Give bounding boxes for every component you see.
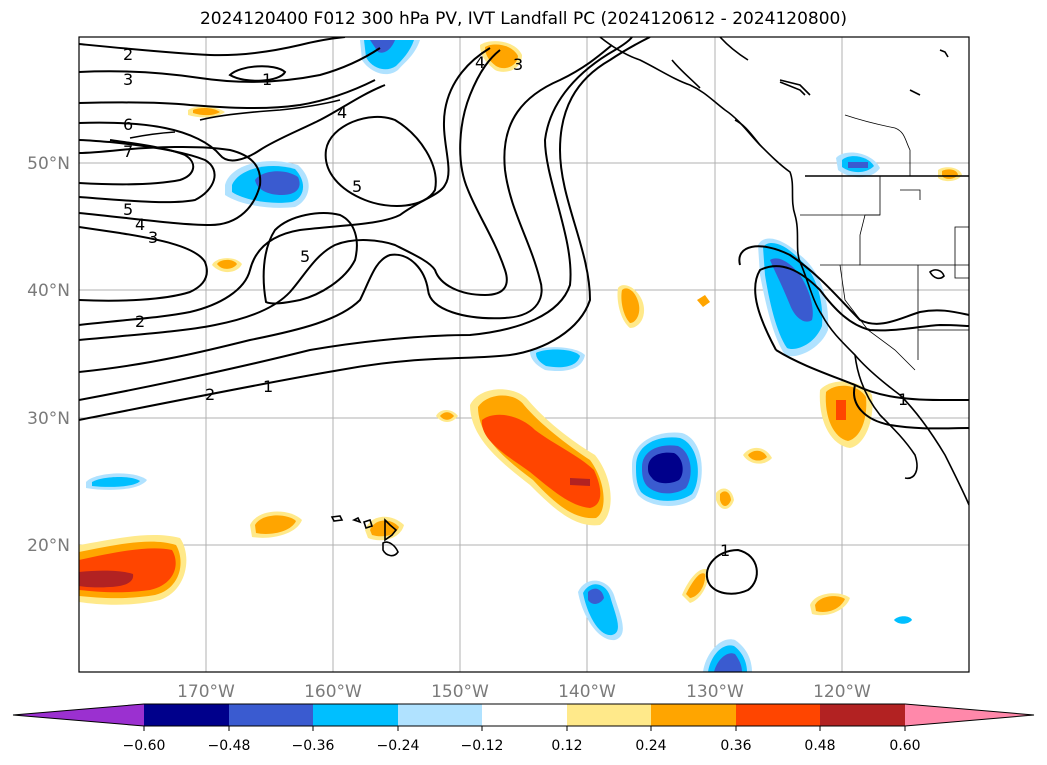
colorbar-tick-label: 0.36	[720, 738, 751, 754]
contour-label: 5	[123, 200, 133, 219]
pv-contours	[79, 37, 969, 595]
lon-label: 170°W	[177, 682, 235, 702]
lon-label: 160°W	[304, 682, 362, 702]
coastlines	[129, 37, 969, 557]
map-title: 2024120400 F012 300 hPa PV, IVT Landfall…	[199, 9, 847, 29]
colorbar-extend-max	[905, 704, 1034, 726]
lon-label: 140°W	[558, 682, 616, 702]
contour-label: 1	[898, 390, 908, 409]
contour-label: 1	[262, 70, 272, 89]
colorbar-tick-label: −0.24	[377, 738, 420, 754]
lat-label: 40°N	[27, 281, 70, 301]
colorbar-swatch	[229, 704, 313, 726]
colorbar-swatch	[651, 704, 736, 726]
lat-label: 50°N	[27, 154, 70, 174]
contour-label: 2	[205, 385, 215, 404]
ivt-shading	[79, 40, 962, 672]
contour-label: 7	[123, 142, 133, 161]
contour-label: 3	[123, 70, 133, 89]
contour-label: 3	[513, 55, 523, 74]
lon-label: 120°W	[813, 682, 871, 702]
pv-contour-labels: 2 3 1 4 6 7 5 5 4 3 5 2 2 1 4 3 1 1	[123, 45, 908, 560]
colorbar-swatch	[820, 704, 905, 726]
map-frame	[78, 36, 970, 673]
contour-label: 3	[148, 228, 158, 247]
colorbar-tick-label: 0.48	[804, 738, 835, 754]
map-panel	[79, 37, 969, 672]
latitude-labels: 50°N 40°N 30°N 20°N	[27, 154, 70, 556]
colorbar-swatch	[313, 704, 398, 726]
contour-label: 5	[352, 177, 362, 196]
contour-label: 4	[337, 103, 347, 122]
longitude-labels: 170°W 160°W 150°W 140°W 130°W 120°W	[177, 682, 871, 702]
colorbar-swatch	[482, 704, 567, 726]
map-content: 2 3 1 4 6 7 5 5 4 3 5 2 2 1 4 3 1 1	[79, 37, 969, 672]
colorbar-swatch	[567, 704, 651, 726]
colorbar-tick-label: −0.36	[292, 738, 335, 754]
contour-label: 4	[135, 215, 145, 234]
colorbar-tick-label: −0.48	[208, 738, 251, 754]
colorbar: −0.60 −0.48 −0.36 −0.24 −0.12 0.12 0.24 …	[12, 703, 1035, 754]
colorbar-swatch	[398, 704, 482, 726]
lat-label: 30°N	[27, 409, 70, 429]
contour-label: 6	[123, 115, 133, 134]
political-borders	[800, 114, 969, 371]
colorbar-tick-label: −0.60	[123, 738, 166, 754]
colorbar-swatch	[736, 704, 820, 726]
contour-label: 2	[123, 45, 133, 64]
contour-label: 4	[475, 53, 485, 72]
lon-label: 130°W	[686, 682, 744, 702]
contour-label: 1	[263, 377, 273, 396]
colorbar-extend-min	[13, 704, 144, 726]
contour-label: 1	[720, 541, 730, 560]
lat-label: 20°N	[27, 536, 70, 556]
lon-label: 150°W	[431, 682, 489, 702]
colorbar-tick-label: 0.60	[889, 738, 920, 754]
colorbar-tick-label: −0.12	[461, 738, 504, 754]
colorbar-swatch	[144, 704, 229, 726]
colorbar-tick-label: 0.12	[551, 738, 582, 754]
colorbar-tick-label: 0.24	[635, 738, 666, 754]
contour-label: 5	[300, 247, 310, 266]
contour-label: 2	[135, 312, 145, 331]
